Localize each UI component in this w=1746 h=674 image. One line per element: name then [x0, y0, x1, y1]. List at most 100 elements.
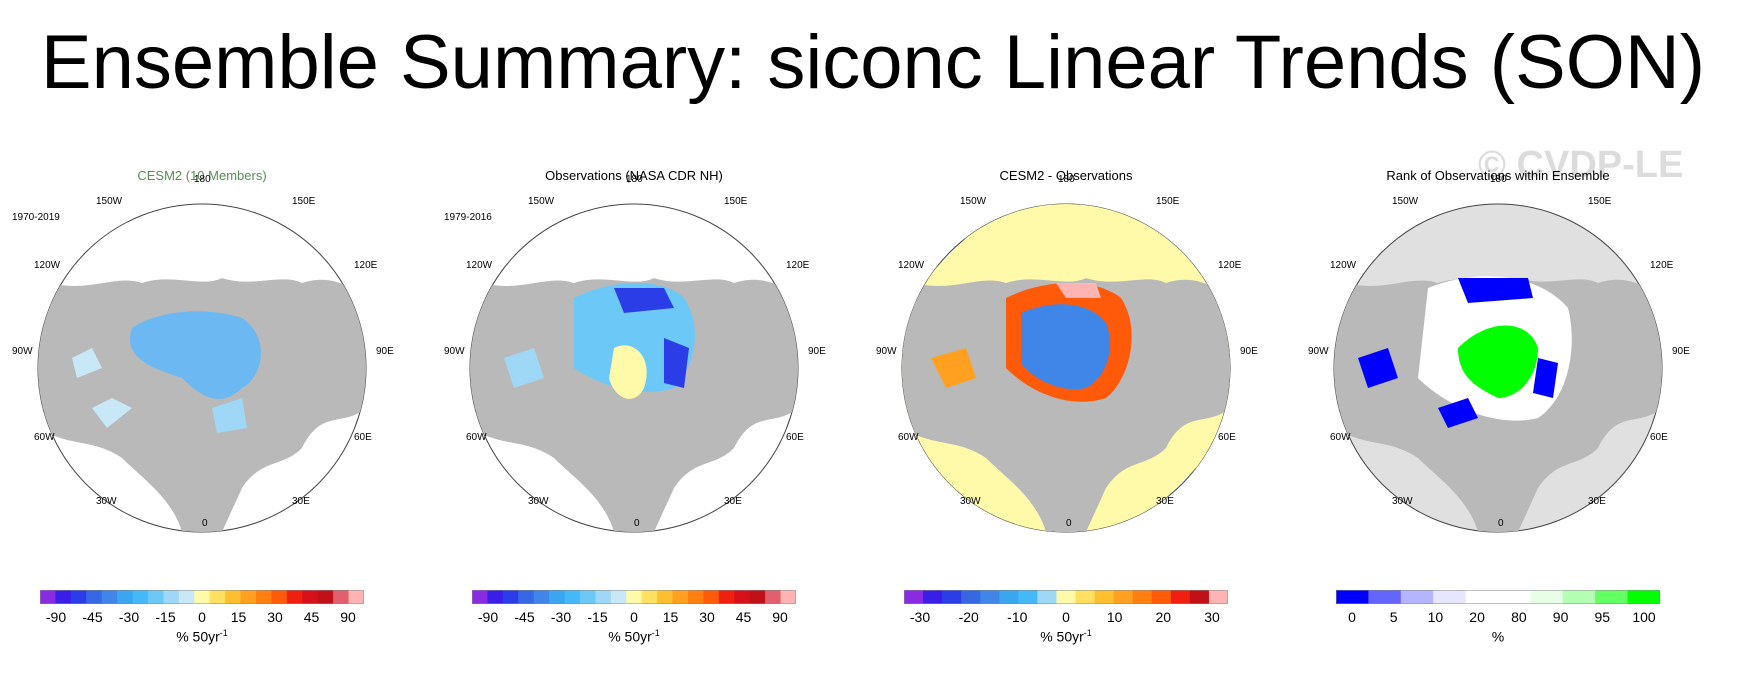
- lon-label-0: 0: [1066, 518, 1072, 529]
- lon-label-120w: 120W: [34, 260, 61, 271]
- lon-label-60e: 60E: [786, 432, 804, 443]
- colorbar-tick-label: 15: [230, 609, 247, 625]
- colorbar-swatch: [148, 590, 164, 604]
- colorbar-swatch: [132, 590, 149, 604]
- colorbar: [904, 590, 1228, 604]
- colorbar-tick-label: 15: [662, 609, 679, 625]
- colorbar-swatch: [718, 590, 735, 604]
- colorbar-swatch: [765, 590, 782, 604]
- colorbar-tick-label: 0: [198, 609, 206, 625]
- colorbar-tick-label: 45: [303, 609, 320, 625]
- colorbar-swatch: [904, 590, 924, 604]
- colorbar-tick-label: 90: [772, 609, 788, 625]
- colorbar-swatch: [117, 590, 134, 604]
- colorbar-tick-label: 0: [630, 609, 638, 625]
- colorbar-swatch: [734, 590, 751, 604]
- colorbar-tick-label: 100: [1632, 609, 1656, 625]
- colorbar-swatch: [1208, 590, 1228, 604]
- colorbar-swatch: [1094, 590, 1115, 604]
- colorbar-tick-label: -20: [958, 609, 979, 625]
- colorbar-swatch: [672, 590, 689, 604]
- colorbar-tick-label: 95: [1594, 609, 1611, 625]
- colorbar-tick-label: 5: [1389, 609, 1398, 625]
- colorbar-swatch: [1400, 590, 1434, 604]
- colorbar-tick-label: -90: [477, 609, 499, 625]
- lon-label-150w: 150W: [528, 196, 555, 207]
- colorbar-tick-label: 10: [1427, 609, 1444, 625]
- colorbar-tick-label: 0: [1062, 609, 1070, 625]
- colorbar-swatch: [40, 590, 56, 604]
- colorbar-swatch: [101, 590, 118, 604]
- lon-label-90e: 90E: [376, 346, 394, 357]
- colorbar-swatch: [348, 590, 364, 604]
- colorbar-tick-label: -90: [45, 609, 67, 625]
- lon-label-120e: 120E: [1218, 260, 1242, 271]
- colorbar-swatch: [286, 590, 303, 604]
- colorbar-unit: %: [1491, 628, 1505, 645]
- lon-label-60e: 60E: [1218, 432, 1236, 443]
- lon-label-120e: 120E: [786, 260, 810, 271]
- colorbar-tick-label: -30: [550, 609, 572, 625]
- colorbar-swatch: [657, 590, 674, 604]
- lon-label-180: 180: [1490, 174, 1507, 185]
- colorbar-swatch: [942, 590, 962, 604]
- colorbar-swatch: [780, 590, 796, 604]
- colorbar-swatch: [595, 590, 612, 604]
- colorbar: [1336, 590, 1660, 604]
- colorbar-swatch: [209, 590, 226, 604]
- lon-label-60w: 60W: [34, 432, 55, 443]
- lon-label-120e: 120E: [354, 260, 378, 271]
- lon-label-150e: 150E: [292, 196, 316, 207]
- colorbar-swatch: [626, 590, 643, 604]
- lon-label-60w: 60W: [898, 432, 919, 443]
- lon-label-90e: 90E: [1240, 346, 1258, 357]
- colorbar-tick-label: -30: [909, 609, 931, 625]
- lon-label-0: 0: [1498, 518, 1504, 529]
- colorbar-frame: [40, 590, 364, 604]
- page-title: Ensemble Summary: siconc Linear Trends (…: [40, 20, 1706, 105]
- colorbar-tick-label: 30: [267, 609, 283, 625]
- lon-label-90w: 90W: [1308, 346, 1329, 357]
- colorbar-swatch: [1170, 590, 1191, 604]
- colorbar-swatch: [487, 590, 504, 604]
- colorbar-swatch: [178, 590, 195, 604]
- polar-map: [469, 203, 799, 533]
- polar-map: [37, 203, 367, 533]
- colorbar-tick-label: 0: [1348, 609, 1356, 625]
- lon-label-90e: 90E: [808, 346, 826, 357]
- lon-label-0: 0: [202, 518, 208, 529]
- lon-label-90w: 90W: [12, 346, 33, 357]
- colorbar-swatch: [86, 590, 103, 604]
- colorbar-swatch: [333, 590, 350, 604]
- panel-observations: Observations (NASA CDR NH) 1979-2016 180…: [434, 160, 834, 670]
- lon-label-60e: 60E: [354, 432, 372, 443]
- panel-title: Rank of Observations within Ensemble: [1386, 168, 1610, 183]
- colorbar-tick-label: -15: [155, 609, 176, 625]
- colorbar-swatch: [641, 590, 658, 604]
- colorbar-tick-label: 30: [1204, 609, 1220, 625]
- colorbar-swatch: [163, 590, 180, 604]
- colorbar-swatch: [518, 590, 535, 604]
- colorbar-swatch: [999, 590, 1019, 604]
- colorbar-tick-label: 10: [1106, 609, 1123, 625]
- lon-label-30w: 30W: [528, 496, 549, 507]
- colorbar-swatch: [1132, 590, 1153, 604]
- lon-label-150e: 150E: [724, 196, 748, 207]
- lon-label-30e: 30E: [1588, 496, 1606, 507]
- colorbar-swatch: [271, 590, 288, 604]
- lon-label-0: 0: [634, 518, 640, 529]
- colorbar-swatch: [1189, 590, 1210, 604]
- lon-label-90w: 90W: [444, 346, 465, 357]
- panel-title: CESM2 (10 Members): [137, 168, 267, 183]
- colorbar-swatch: [549, 590, 566, 604]
- colorbar-swatch: [240, 590, 257, 604]
- lon-label-150e: 150E: [1588, 196, 1612, 207]
- colorbar-swatch: [1627, 590, 1660, 604]
- colorbar-swatch: [923, 590, 943, 604]
- lon-label-90w: 90W: [876, 346, 897, 357]
- colorbar-swatch: [1113, 590, 1134, 604]
- lon-label-180: 180: [194, 174, 211, 185]
- colorbar-tick-label: 45: [735, 609, 752, 625]
- colorbar-tick-label: 30: [699, 609, 715, 625]
- lon-label-30e: 30E: [1156, 496, 1174, 507]
